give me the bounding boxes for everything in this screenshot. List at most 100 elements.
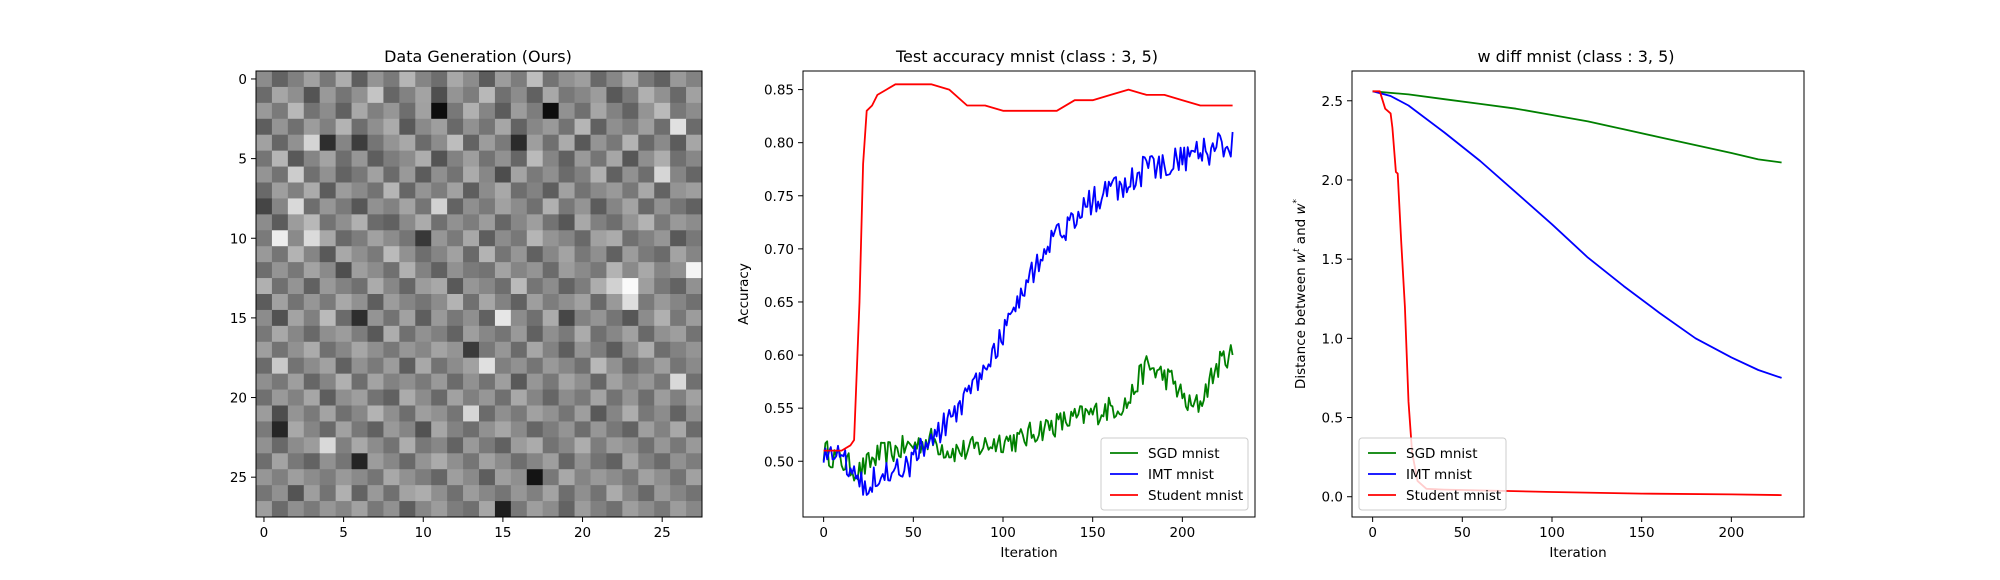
heatmap-cell: [479, 469, 496, 486]
heatmap-cell: [463, 469, 480, 486]
heatmap-cell: [256, 71, 273, 88]
heatmap-cell: [463, 453, 480, 470]
heatmap-cell: [287, 501, 305, 518]
heatmap-cell: [256, 469, 273, 486]
heatmap-cell: [431, 325, 448, 343]
heatmap-cell: [590, 198, 607, 215]
heatmap-cell: [319, 341, 337, 359]
heatmap-cell: [638, 150, 655, 167]
heatmap-cell: [654, 71, 671, 88]
heatmap-y-tick-label: 0: [238, 72, 247, 88]
heatmap-cell: [622, 485, 639, 502]
heatmap-cell: [319, 134, 337, 152]
heatmap-cell: [287, 421, 305, 438]
heatmap-cell: [383, 246, 400, 263]
heatmap-cell: [431, 214, 448, 231]
heatmap-cell: [383, 325, 400, 343]
wdiff-panel: w diff mnist (class : 3, 5) 0 50 100 150 200…: [1292, 47, 1805, 561]
heatmap-cell: [351, 182, 368, 199]
heatmap-cell: [654, 118, 671, 136]
heatmap-cell: [335, 278, 352, 295]
heatmap-cell: [574, 501, 591, 518]
heatmap-cell: [463, 294, 480, 311]
heatmap-cell: [558, 230, 575, 247]
heatmap-cell: [319, 389, 337, 406]
heatmap-cell: [303, 357, 321, 375]
heatmap-cell: [367, 102, 384, 120]
accuracy-y-tick-label: 0.55: [764, 401, 794, 417]
heatmap-cell: [479, 437, 496, 454]
wdiff-x-tick-label: 200: [1718, 525, 1744, 541]
heatmap-cell: [558, 198, 575, 215]
heatmap-cell: [431, 230, 448, 247]
heatmap-cell: [399, 373, 416, 390]
heatmap-cell: [542, 309, 560, 327]
heatmap-cell: [415, 421, 432, 438]
heatmap-cell: [606, 421, 623, 438]
heatmap-cell: [383, 389, 400, 406]
heatmap-cell: [367, 309, 384, 327]
heatmap-y-tick-label: 10: [230, 231, 247, 247]
heatmap-cell: [399, 485, 416, 502]
heatmap-cell: [558, 357, 575, 375]
heatmap-cell: [271, 469, 289, 486]
wdiff-legend-label: SGD mnist: [1406, 446, 1478, 462]
heatmap-cell: [622, 118, 639, 136]
heatmap-cell: [574, 102, 591, 120]
wdiff-legend: SGD mnist IMT mnist Student mnist: [1358, 437, 1507, 511]
heatmap-cell: [510, 246, 528, 263]
heatmap-cell: [670, 453, 687, 470]
heatmap-cell: [494, 118, 512, 136]
heatmap-cell: [335, 294, 352, 311]
heatmap-cell: [590, 373, 607, 390]
heatmap-cell: [335, 501, 352, 518]
heatmap-cell: [367, 501, 384, 518]
heatmap-cell: [494, 102, 512, 120]
heatmap-cell: [494, 357, 512, 375]
heatmap-cell: [415, 501, 432, 518]
heatmap-cell: [542, 118, 560, 136]
accuracy-legend-label: SGD mnist: [1148, 446, 1220, 462]
heatmap-cell: [494, 469, 512, 486]
heatmap-cell: [558, 278, 575, 295]
heatmap-cell: [319, 198, 337, 215]
heatmap-cell: [670, 246, 687, 263]
heatmap-cell: [463, 214, 480, 231]
heatmap-cell: [686, 421, 703, 438]
heatmap-cell: [526, 357, 544, 375]
heatmap-cell: [463, 421, 480, 438]
heatmap-cell: [303, 118, 321, 136]
heatmap-cell: [367, 230, 384, 247]
heatmap-cell: [479, 405, 496, 422]
heatmap-cell: [431, 294, 448, 311]
accuracy-series-imt-mnist: [822, 131, 1234, 496]
heatmap-cell: [622, 86, 639, 104]
heatmap-cell: [367, 341, 384, 359]
heatmap-cell: [574, 325, 591, 343]
heatmap-cell: [494, 166, 512, 183]
heatmap-cell: [574, 278, 591, 295]
heatmap-cell: [319, 453, 337, 470]
heatmap-x-tick-label: 5: [339, 525, 348, 541]
heatmap-cell: [319, 150, 337, 167]
heatmap-cell: [494, 246, 512, 263]
heatmap-cell: [256, 485, 273, 502]
heatmap-cell: [526, 71, 544, 88]
heatmap-cell: [510, 373, 528, 390]
heatmap-cell: [654, 230, 671, 247]
heatmap-cell: [319, 86, 337, 104]
heatmap-cell: [558, 134, 575, 152]
heatmap-cell: [590, 309, 607, 327]
heatmap-cell: [415, 230, 432, 247]
wdiff-ticks: 0 50 100 150 200 0.0 0.5 1.0 1.5 2.0 2.5: [1322, 94, 1745, 541]
heatmap-cell: [431, 469, 448, 486]
heatmap-cell: [383, 198, 400, 215]
heatmap-cell: [510, 71, 528, 88]
heatmap-cell: [415, 453, 432, 470]
heatmap-cell: [383, 102, 400, 120]
heatmap-cell: [494, 389, 512, 406]
heatmap-cell: [654, 214, 671, 231]
heatmap-cell: [335, 214, 352, 231]
heatmap-cell: [542, 150, 560, 167]
